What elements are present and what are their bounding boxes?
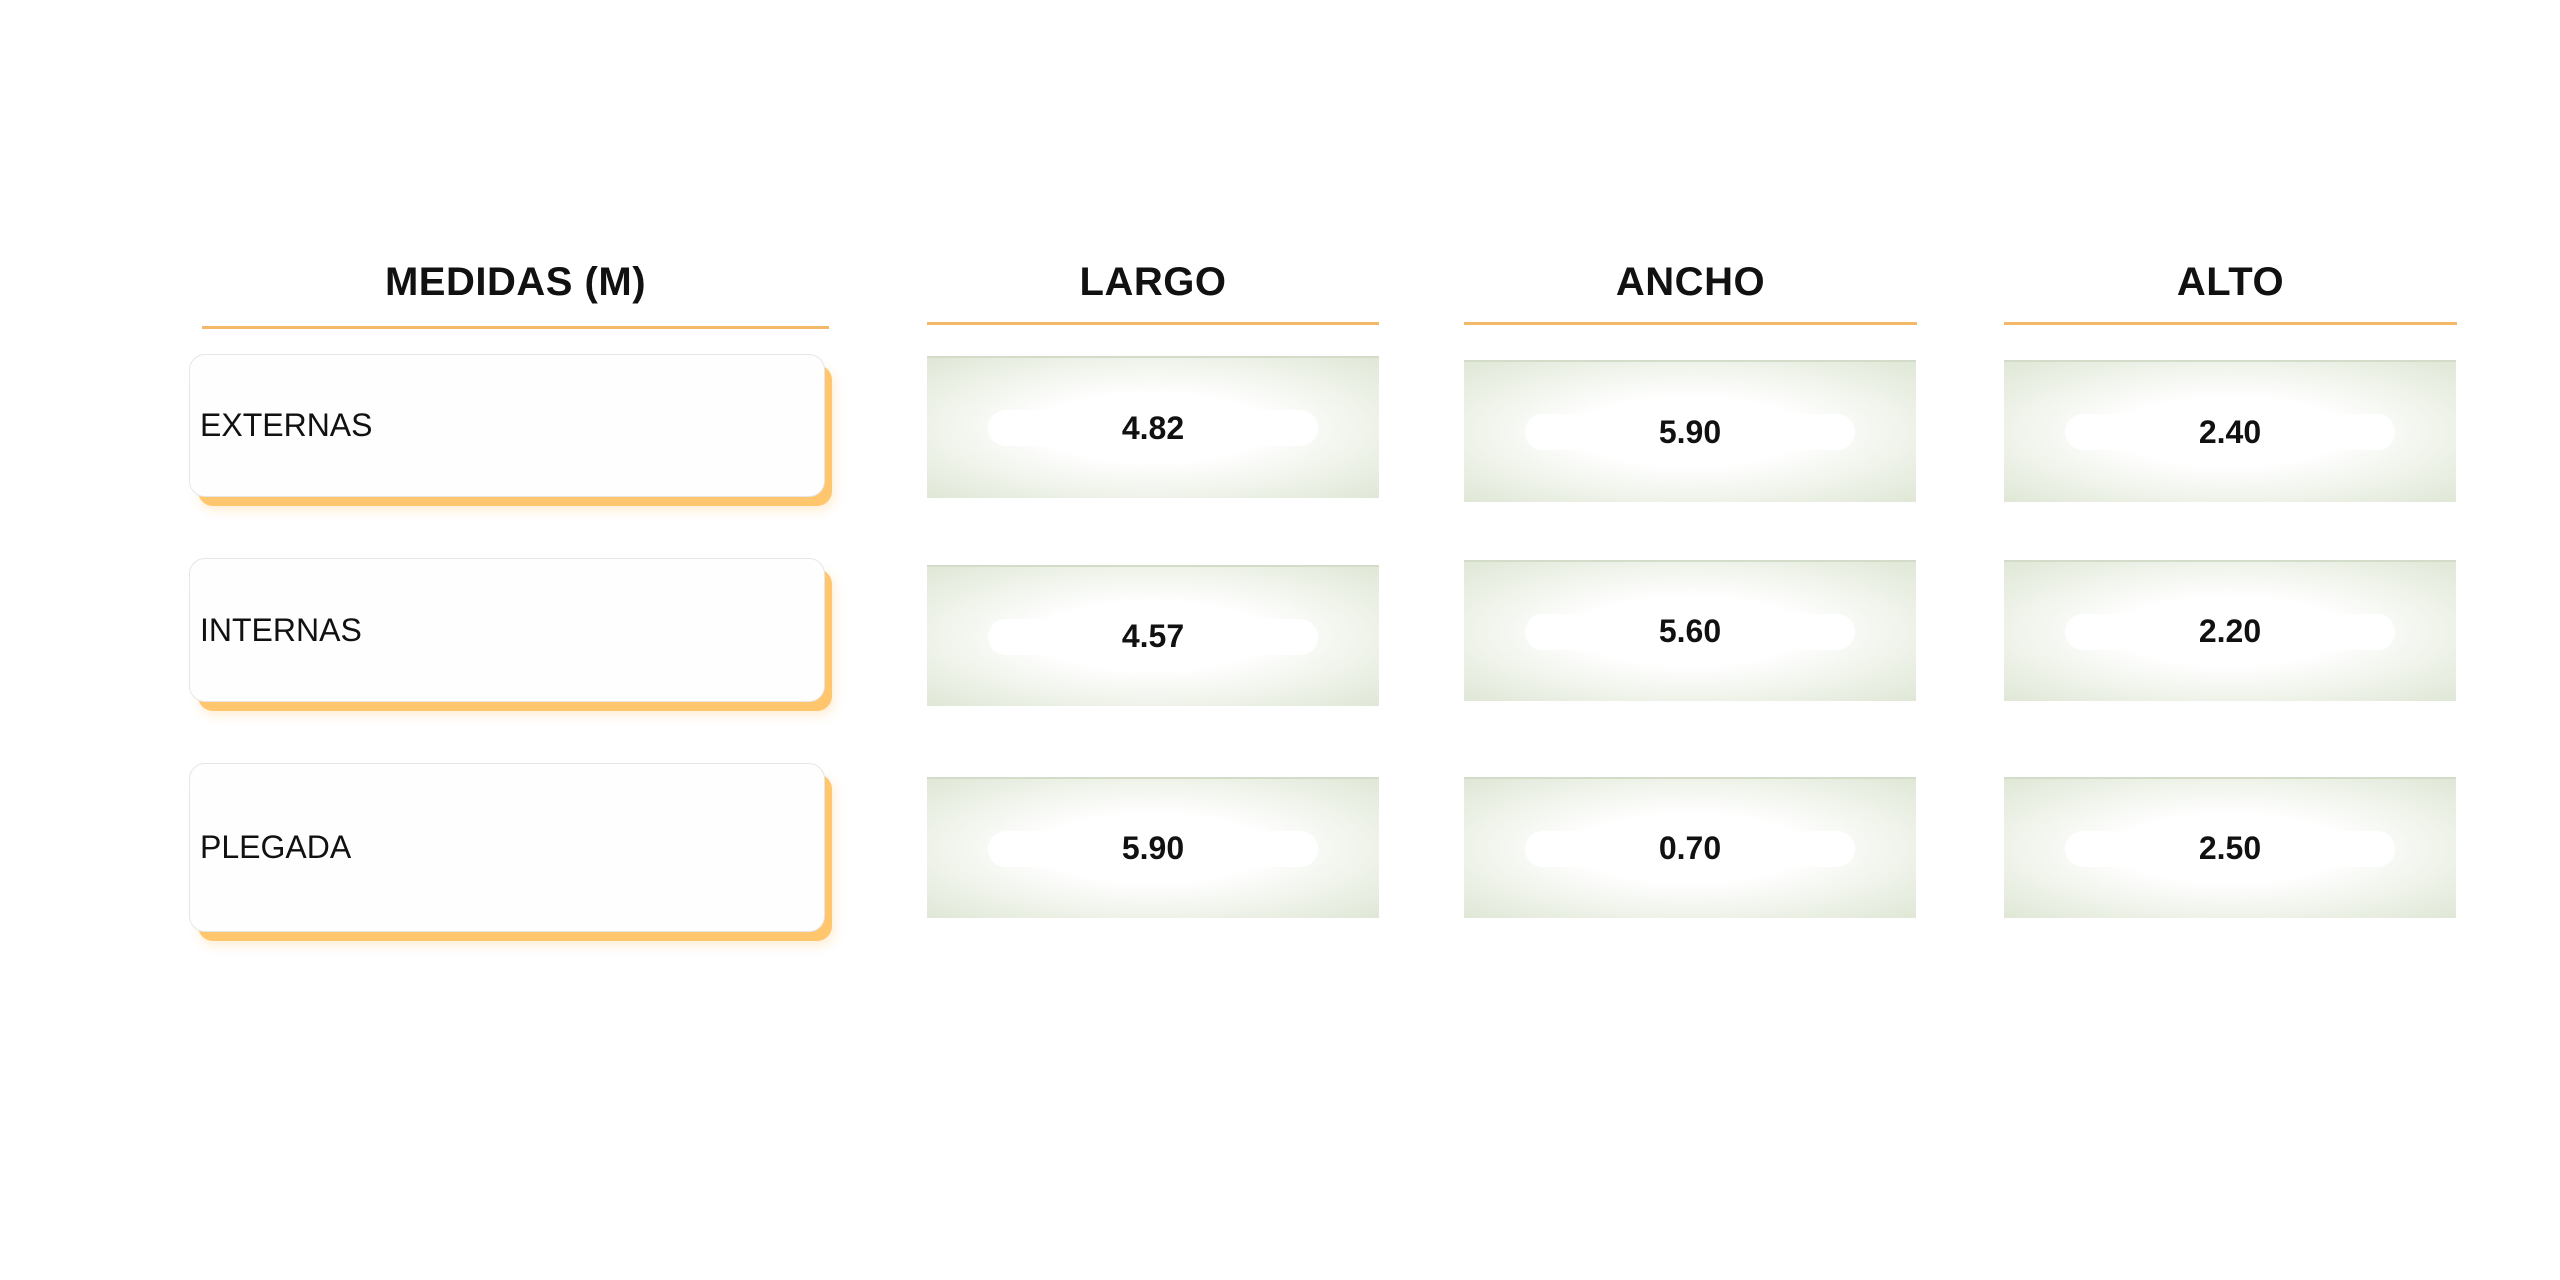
divider-medidas bbox=[202, 326, 829, 329]
value-text: 5.90 bbox=[988, 830, 1318, 867]
divider-alto bbox=[2004, 322, 2457, 325]
value-text: 2.40 bbox=[2065, 414, 2395, 450]
header-alto: ALTO bbox=[2176, 259, 2285, 304]
value-text: 2.20 bbox=[2065, 613, 2395, 650]
header-ancho: ANCHO bbox=[1615, 259, 1766, 304]
row-label-text: EXTERNAS bbox=[200, 407, 373, 443]
row-label-externas: EXTERNAS bbox=[189, 354, 825, 497]
divider-largo bbox=[927, 322, 1379, 325]
divider-ancho bbox=[1464, 322, 1917, 325]
value-internas-ancho: 5.60 bbox=[1464, 560, 1916, 701]
value-internas-largo: 4.57 bbox=[927, 565, 1379, 706]
header-largo: LARGO bbox=[1079, 259, 1227, 304]
value-externas-ancho: 5.90 bbox=[1464, 360, 1916, 502]
row-label-internas: INTERNAS bbox=[189, 558, 825, 702]
header-medidas: MEDIDAS (M) bbox=[384, 259, 647, 304]
value-internas-alto: 2.20 bbox=[2004, 560, 2456, 701]
value-text: 4.57 bbox=[988, 618, 1318, 655]
value-text: 0.70 bbox=[1525, 830, 1855, 867]
value-text: 2.50 bbox=[2065, 830, 2395, 867]
row-label-plegada: PLEGADA bbox=[189, 763, 825, 932]
row-label-text: INTERNAS bbox=[200, 611, 362, 648]
value-text: 5.60 bbox=[1525, 613, 1855, 650]
value-externas-alto: 2.40 bbox=[2004, 360, 2456, 502]
value-externas-largo: 4.82 bbox=[927, 356, 1379, 498]
value-text: 5.90 bbox=[1525, 414, 1855, 450]
value-plegada-largo: 5.90 bbox=[927, 777, 1379, 918]
value-text: 4.82 bbox=[988, 410, 1318, 446]
row-label-text: PLEGADA bbox=[200, 829, 352, 865]
value-plegada-alto: 2.50 bbox=[2004, 777, 2456, 918]
value-plegada-ancho: 0.70 bbox=[1464, 777, 1916, 918]
